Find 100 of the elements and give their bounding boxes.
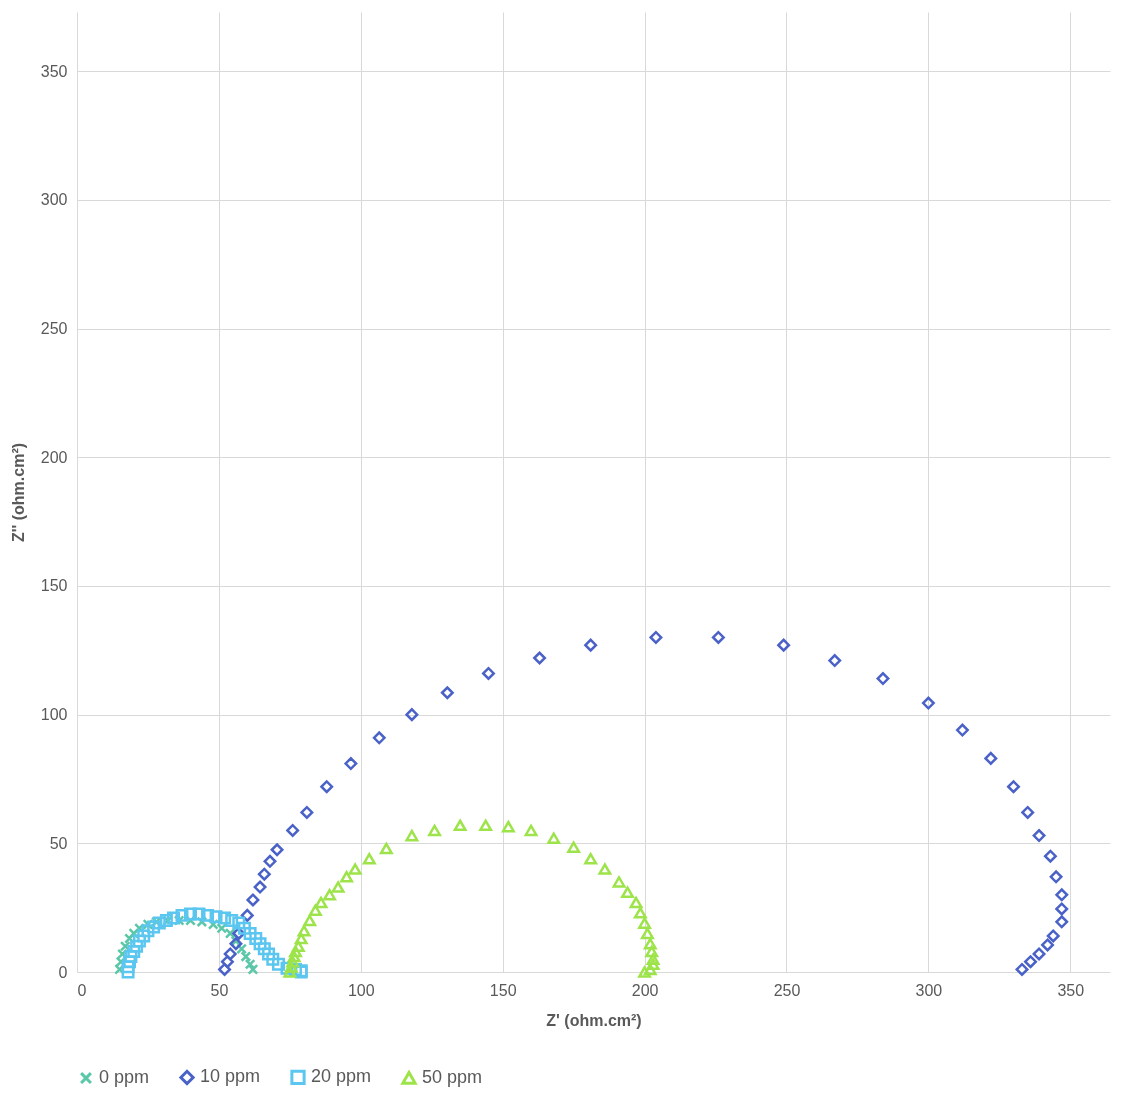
point [1055, 888, 1069, 902]
point [249, 932, 263, 946]
point [828, 654, 842, 668]
point [224, 927, 236, 939]
point [270, 843, 284, 857]
point [130, 939, 144, 953]
point [643, 937, 657, 950]
point [482, 666, 495, 680]
point [1041, 938, 1055, 952]
legend-label: 20 ppm [311, 1066, 372, 1087]
point [876, 672, 890, 686]
point [184, 907, 198, 921]
point [629, 896, 643, 909]
point [289, 945, 303, 958]
point [225, 914, 239, 928]
point [1055, 902, 1069, 916]
point [1007, 780, 1020, 794]
point [567, 841, 581, 853]
x-tick-label: 350 [1057, 981, 1085, 999]
y-tick-label: 50 [49, 834, 68, 852]
point [123, 955, 136, 969]
point [137, 929, 151, 943]
point [331, 881, 345, 893]
point [379, 842, 393, 855]
y-tick-label: 200 [40, 448, 68, 466]
point [1021, 805, 1035, 819]
legend-label: 10 ppm [200, 1066, 261, 1087]
point [584, 852, 598, 865]
point [286, 823, 300, 837]
point [294, 932, 308, 945]
point [121, 960, 135, 974]
point [246, 893, 260, 907]
point [584, 638, 598, 652]
point [524, 824, 538, 837]
point [209, 910, 223, 924]
point [955, 723, 969, 737]
x-tick-label: 150 [489, 981, 517, 999]
point [405, 708, 419, 722]
point [175, 908, 189, 922]
point [124, 950, 138, 964]
x-tick-label: 0 [77, 981, 87, 999]
x-tick-label: 250 [773, 981, 801, 999]
point [262, 947, 276, 961]
point [1015, 962, 1029, 976]
point [247, 963, 259, 975]
point [323, 889, 337, 901]
point [141, 924, 155, 938]
y-tick-label: 250 [40, 320, 68, 338]
point [533, 651, 547, 665]
point [218, 962, 232, 976]
point [348, 863, 362, 875]
y-tick-label: 300 [40, 191, 68, 209]
point [428, 824, 442, 837]
point [547, 832, 561, 844]
point [229, 937, 243, 951]
point [263, 854, 277, 868]
y-tick-label: 100 [40, 706, 68, 724]
point [344, 757, 358, 771]
point [220, 955, 234, 969]
point [287, 950, 301, 963]
point [244, 958, 256, 970]
point [640, 927, 654, 940]
point [266, 952, 280, 966]
point [147, 920, 161, 934]
point [283, 966, 297, 978]
point [921, 696, 935, 710]
point [646, 958, 660, 971]
point [646, 953, 660, 965]
point [362, 852, 376, 865]
point [240, 908, 254, 922]
point [643, 963, 657, 976]
point [291, 940, 305, 953]
point [405, 829, 419, 842]
point [633, 907, 647, 919]
point [777, 638, 791, 652]
point [300, 805, 314, 819]
point [645, 945, 659, 958]
point [440, 686, 454, 700]
point [232, 916, 246, 930]
point [1032, 829, 1046, 843]
point [257, 942, 271, 956]
point [297, 925, 311, 937]
point [320, 780, 334, 794]
point [638, 917, 652, 929]
point [598, 863, 612, 875]
legend-label: 0 ppm [99, 1067, 150, 1088]
point [1055, 915, 1069, 929]
point [314, 896, 328, 909]
y-tick-label: 150 [40, 577, 68, 595]
point [711, 630, 725, 644]
point [132, 934, 146, 948]
x-tick-label: 200 [631, 981, 659, 999]
point [240, 951, 252, 962]
point [612, 876, 626, 888]
point [303, 914, 317, 927]
point [167, 911, 180, 925]
point [272, 957, 285, 971]
point [984, 751, 998, 765]
point [1032, 947, 1046, 961]
point [253, 937, 267, 951]
